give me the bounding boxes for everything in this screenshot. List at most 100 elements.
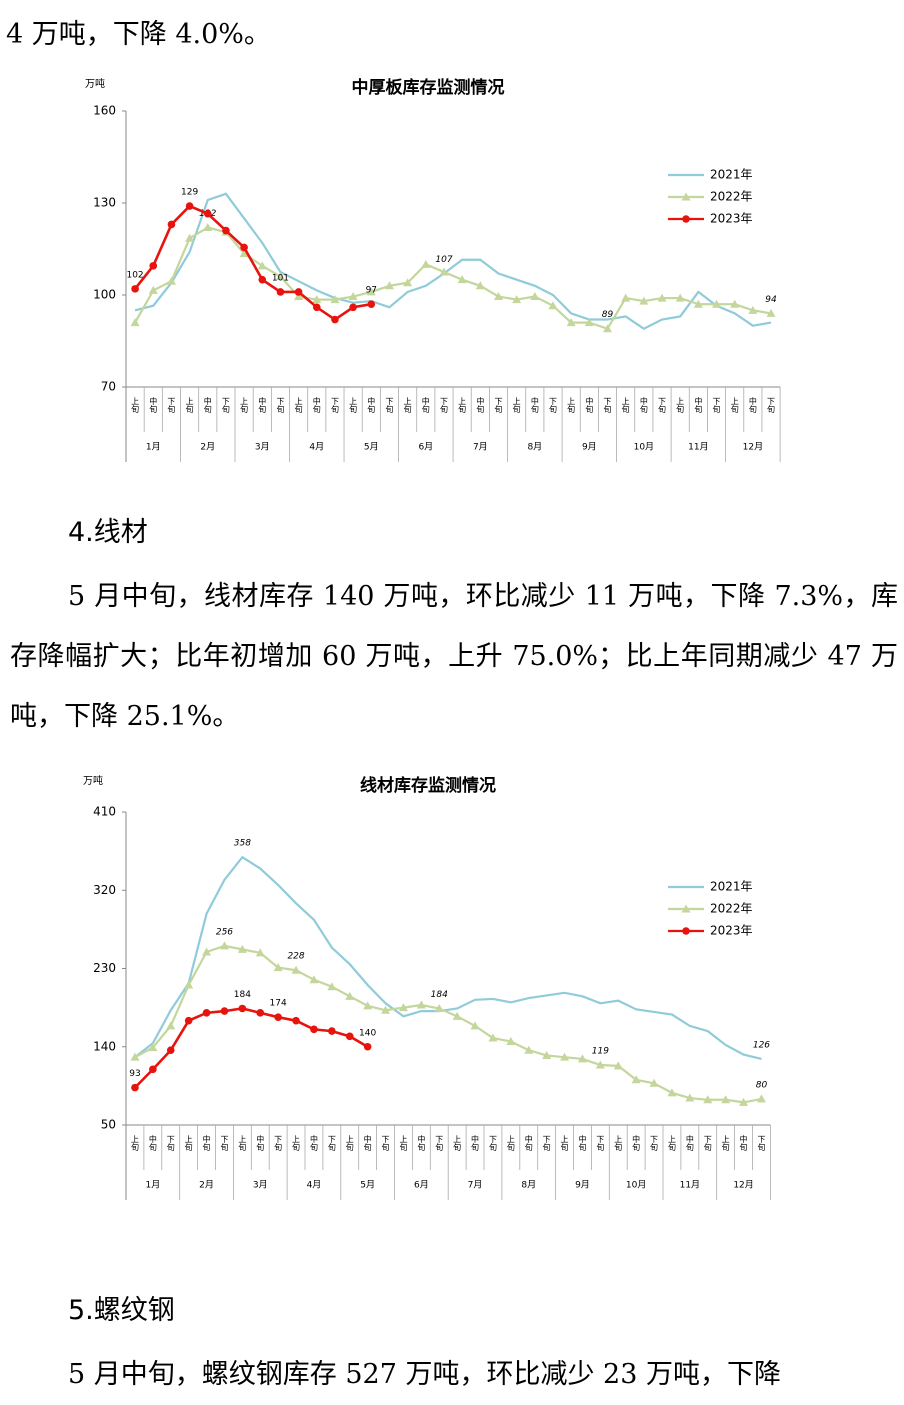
marker — [548, 301, 558, 310]
month-label: 4月 — [307, 1180, 322, 1191]
month-label: 12月 — [733, 1180, 753, 1191]
x-tick-label: 下旬 — [167, 397, 176, 414]
x-tick-label: 中旬 — [363, 1134, 372, 1152]
marker — [542, 1050, 552, 1059]
marker — [348, 292, 358, 301]
marker — [328, 1027, 336, 1035]
marker — [748, 305, 758, 314]
paragraph: 5 月中旬，线材库存 140 万吨，环比减少 11 万吨，下降 7.3%，库存降… — [10, 581, 898, 732]
series-line — [134, 855, 762, 1060]
x-tick-label: 下旬 — [274, 1135, 283, 1152]
marker — [730, 299, 740, 308]
marker — [756, 1094, 766, 1103]
month-label: 6月 — [414, 1180, 429, 1191]
y-tick-label: 410 — [93, 805, 116, 819]
marker — [693, 299, 703, 308]
data-label: 184 — [234, 990, 251, 1000]
marker — [512, 295, 522, 304]
x-tick-label: 中旬 — [476, 396, 485, 414]
marker — [603, 324, 613, 333]
x-tick-label: 中旬 — [471, 1134, 480, 1152]
marker — [148, 1043, 158, 1052]
marker — [639, 296, 649, 305]
marker — [309, 975, 319, 984]
x-tick-label: 中旬 — [632, 1134, 641, 1152]
marker — [613, 1061, 623, 1070]
marker — [506, 1037, 516, 1046]
marker — [131, 1083, 139, 1092]
month-label: 11月 — [688, 442, 708, 453]
chart-title: 中厚板库存监测情况 — [352, 77, 505, 98]
data-label: 107 — [435, 255, 452, 265]
heading: 4.线材 — [68, 517, 148, 548]
marker — [294, 292, 304, 301]
marker — [255, 948, 265, 957]
marker — [631, 1075, 641, 1084]
data-label: 94 — [765, 295, 777, 305]
marker — [577, 1054, 587, 1063]
marker — [273, 963, 283, 972]
marker — [488, 1033, 498, 1042]
marker — [649, 1078, 659, 1087]
x-tick-label: 中旬 — [148, 1134, 157, 1152]
marker — [667, 1088, 677, 1097]
month-label: 3月 — [253, 1180, 268, 1191]
marker — [403, 278, 413, 287]
x-tick-label: 中旬 — [639, 396, 648, 414]
x-tick-label: 上旬 — [560, 1135, 569, 1152]
marker — [310, 1025, 318, 1034]
x-tick-label: 下旬 — [596, 1135, 605, 1152]
month-label: 8月 — [521, 1180, 536, 1191]
x-tick-label: 上旬 — [721, 1135, 730, 1152]
legend-label: 2023年 — [710, 924, 753, 938]
legend-label: 2021年 — [710, 168, 753, 182]
x-tick-label: 上旬 — [453, 1135, 462, 1152]
marker — [149, 262, 158, 270]
x-tick-label: 下旬 — [548, 397, 557, 414]
month-label: 12月 — [743, 442, 763, 453]
x-tick-label: 中旬 — [417, 1134, 426, 1152]
data-label: 174 — [270, 999, 287, 1009]
marker — [202, 947, 212, 956]
marker — [416, 1000, 426, 1009]
x-tick-label: 中旬 — [421, 396, 430, 414]
marker — [131, 285, 139, 293]
x-tick-label: 下旬 — [603, 397, 612, 414]
legend-label: 2023年 — [710, 212, 753, 226]
marker — [524, 1045, 534, 1054]
marker — [203, 223, 213, 232]
data-label: 228 — [287, 952, 304, 962]
y-tick-label: 130 — [93, 196, 116, 210]
month-label: 1月 — [145, 1180, 160, 1191]
marker — [475, 281, 485, 290]
marker — [685, 1093, 695, 1102]
x-tick-label: 上旬 — [676, 397, 685, 414]
marker — [184, 1016, 193, 1025]
data-label: 97 — [366, 286, 377, 296]
x-tick-label: 上旬 — [621, 397, 630, 414]
month-label: 9月 — [582, 442, 597, 453]
marker — [184, 980, 194, 989]
marker — [530, 292, 540, 301]
x-tick-label: 下旬 — [757, 1135, 766, 1152]
month-label: 2月 — [199, 1180, 214, 1191]
x-tick-label: 下旬 — [488, 1135, 497, 1152]
marker — [345, 991, 355, 1000]
data-label: 101 — [272, 273, 289, 283]
marker — [621, 293, 631, 302]
x-tick-label: 下旬 — [276, 397, 285, 414]
month-label: 3月 — [255, 442, 270, 453]
month-label: 6月 — [418, 442, 433, 453]
x-tick-label: 上旬 — [399, 1135, 408, 1152]
x-tick-label: 上旬 — [292, 1135, 301, 1152]
x-tick-label: 上旬 — [730, 397, 739, 414]
marker — [766, 308, 776, 317]
y-axis-label: 万吨 — [83, 774, 103, 787]
x-tick-label: 下旬 — [220, 1135, 229, 1152]
month-label: 2月 — [200, 442, 215, 453]
marker — [203, 209, 212, 218]
x-tick-label: 中旬 — [739, 1134, 748, 1152]
marker — [312, 303, 321, 312]
